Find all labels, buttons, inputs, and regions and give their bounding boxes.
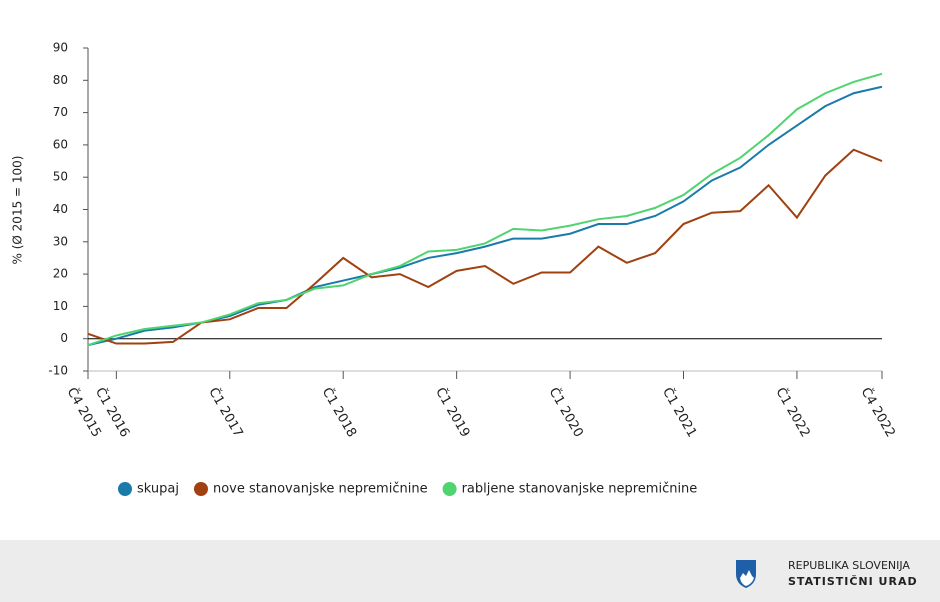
- x-tick-label: Č1 2019: [432, 385, 473, 440]
- y-tick-label: 10: [53, 299, 68, 313]
- legend-marker: [193, 482, 208, 496]
- legend-marker: [442, 482, 457, 496]
- x-tick-label: Č1 2022: [772, 385, 813, 440]
- y-tick-label: 20: [53, 267, 68, 281]
- legend-label: nove stanovanjske nepremičnine: [213, 482, 428, 497]
- x-tick-label: Č1 2020: [546, 385, 587, 440]
- legend-label: skupaj: [137, 482, 179, 497]
- footer-bar: [0, 540, 940, 602]
- y-tick-label: 30: [53, 234, 68, 248]
- y-tick-label: 90: [53, 41, 68, 55]
- y-tick-label: 70: [53, 105, 68, 119]
- x-tick-label: Č1 2017: [205, 385, 246, 440]
- y-tick-label: 80: [53, 73, 68, 87]
- y-tick-label: 50: [53, 170, 68, 184]
- y-tick-label: 0: [60, 331, 68, 345]
- series-line: [87, 72, 883, 347]
- y-axis-label: % (Ø 2015 = 100): [11, 156, 25, 265]
- x-tick-label: Č1 2018: [319, 385, 360, 440]
- legend-marker: [118, 482, 132, 496]
- footer-line2: STATISTIČNI URAD: [788, 575, 918, 588]
- y-tick-label: 40: [53, 202, 68, 216]
- logo: [736, 560, 756, 588]
- series-line: [87, 85, 883, 347]
- x-tick-label: Č4 2022: [858, 385, 899, 440]
- x-tick-label: Č1 2021: [659, 385, 700, 440]
- series-line: [87, 148, 883, 345]
- y-tick-label: 60: [53, 137, 68, 151]
- footer-line1: REPUBLIKA SLOVENIJA: [788, 559, 910, 572]
- y-tick-label: -10: [48, 364, 68, 378]
- legend-label: rabljene stanovanjske nepremičnine: [462, 482, 698, 497]
